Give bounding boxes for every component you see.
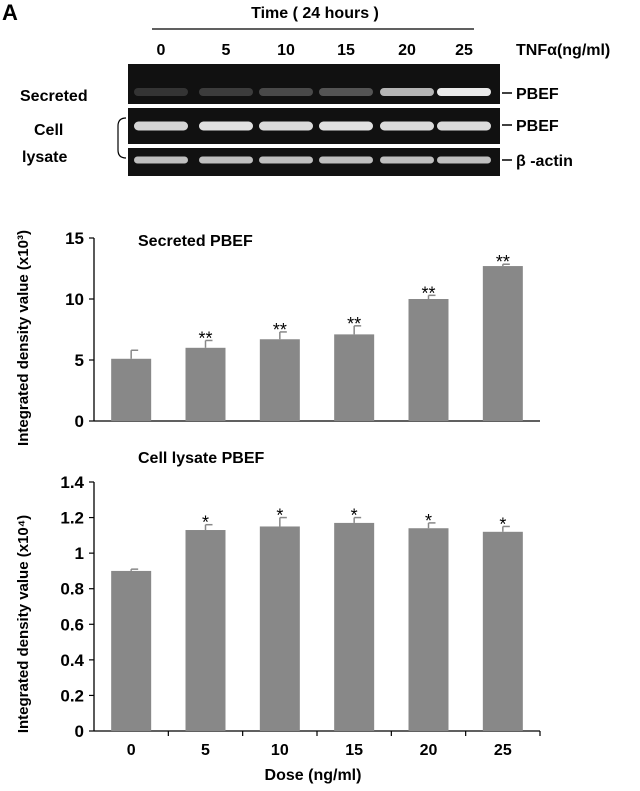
- actin-band: [437, 156, 491, 164]
- significance-marker: *: [351, 506, 358, 526]
- bar: [111, 570, 152, 731]
- actin-band: [134, 156, 188, 164]
- y-tick-label: 0.8: [60, 580, 84, 599]
- actin-band-label: β -actin: [516, 153, 573, 170]
- y-tick-label: 10: [65, 290, 84, 309]
- significance-marker: *: [499, 514, 506, 534]
- blot-dose-label: 15: [337, 42, 355, 59]
- x-tick-label: 5: [201, 742, 210, 759]
- y-axis-label: Integrated density value (x10³): [15, 230, 32, 446]
- lysate-pbef-band: [437, 121, 491, 131]
- cell-lysate-pbef-chart: Cell lysate PBEF Integrated density valu…: [15, 450, 541, 784]
- x-axis-label: Dose (ng/ml): [265, 767, 362, 784]
- significance-marker: *: [425, 511, 432, 531]
- secreted-pbef-band: [259, 88, 313, 96]
- secreted-pbef-band: [380, 88, 434, 96]
- lysate-pbef-band: [199, 121, 253, 131]
- y-tick-label: 0.6: [60, 615, 84, 634]
- bar: [334, 522, 375, 731]
- lysate-bracket: [117, 117, 127, 159]
- lysate-pbef-band: [259, 121, 313, 131]
- bar: [259, 339, 300, 421]
- y-tick-label: 1.4: [60, 473, 84, 492]
- chart-title: Cell lysate PBEF: [138, 450, 265, 467]
- lysate-pbef-band-label: PBEF: [516, 118, 559, 135]
- y-tick-label: 0.4: [60, 651, 84, 670]
- y-tick-label: 15: [65, 229, 84, 248]
- x-tick-label: 20: [420, 742, 438, 759]
- blot-dose-labels: 0 5 10 15 20 25: [157, 42, 473, 59]
- x-tick-label: 25: [494, 742, 512, 759]
- cell-row-label: Cell: [34, 122, 63, 139]
- significance-marker: **: [198, 328, 212, 348]
- bar: [482, 531, 523, 731]
- bar: [408, 528, 449, 731]
- y-axis-label: Integrated density value (x10⁴): [15, 515, 32, 733]
- significance-marker: **: [347, 314, 361, 334]
- y-tick-label: 0: [75, 412, 84, 431]
- blot-treatment-label: TNFα(ng/ml): [516, 42, 610, 59]
- lysate-pbef-band: [319, 121, 373, 131]
- chart-title: Secreted PBEF: [138, 233, 253, 250]
- blot-dose-label: 0: [157, 42, 166, 59]
- secreted-pbef-band: [199, 88, 253, 96]
- significance-marker: *: [276, 506, 283, 526]
- lysate-pbef-band: [380, 121, 434, 131]
- bar: [334, 334, 375, 421]
- significance-marker: *: [202, 513, 209, 533]
- blot-dose-label: 25: [455, 42, 473, 59]
- y-tick-label: 5: [75, 351, 84, 370]
- secreted-row-label: Secreted: [20, 88, 88, 105]
- blot-dose-label: 20: [398, 42, 416, 59]
- y-tick-label: 1.2: [60, 509, 84, 528]
- blot-dose-label: 10: [277, 42, 295, 59]
- y-tick-label: 0.2: [60, 686, 84, 705]
- significance-marker: **: [421, 283, 435, 303]
- secreted-blot-strip: [128, 64, 500, 104]
- significance-marker: **: [273, 320, 287, 340]
- bar: [185, 347, 226, 421]
- blot-dose-label: 5: [222, 42, 231, 59]
- bar: [259, 526, 300, 731]
- blot-bands: [134, 88, 491, 164]
- y-tick-label: 0: [75, 722, 84, 741]
- lysate-pbef-band: [134, 121, 188, 131]
- actin-band: [199, 156, 253, 164]
- secreted-pbef-band: [437, 88, 491, 96]
- significance-marker: **: [496, 252, 510, 272]
- western-blot: Time ( 24 hours ) 0 5 10 15 20 25 TNFα(ng/ml)…: [20, 5, 610, 176]
- secreted-pbef-band: [319, 88, 373, 96]
- bar: [482, 266, 523, 421]
- x-tick-label: 15: [345, 742, 363, 759]
- blot-time-label: Time ( 24 hours ): [251, 5, 379, 22]
- y-tick-label: 1: [75, 544, 84, 563]
- secreted-pbef-chart: Secreted PBEF Integrated density value (…: [15, 229, 540, 446]
- bar: [111, 358, 152, 421]
- lysate-row-label: lysate: [22, 149, 67, 166]
- secreted-pbef-band: [134, 88, 188, 96]
- bar: [408, 299, 449, 421]
- secreted-band-label: PBEF: [516, 86, 559, 103]
- actin-band: [319, 156, 373, 164]
- bar: [185, 530, 226, 731]
- actin-band: [259, 156, 313, 164]
- actin-band: [380, 156, 434, 164]
- panel-label: A: [2, 0, 18, 25]
- x-tick-label: 10: [271, 742, 289, 759]
- x-tick-label: 0: [127, 742, 136, 759]
